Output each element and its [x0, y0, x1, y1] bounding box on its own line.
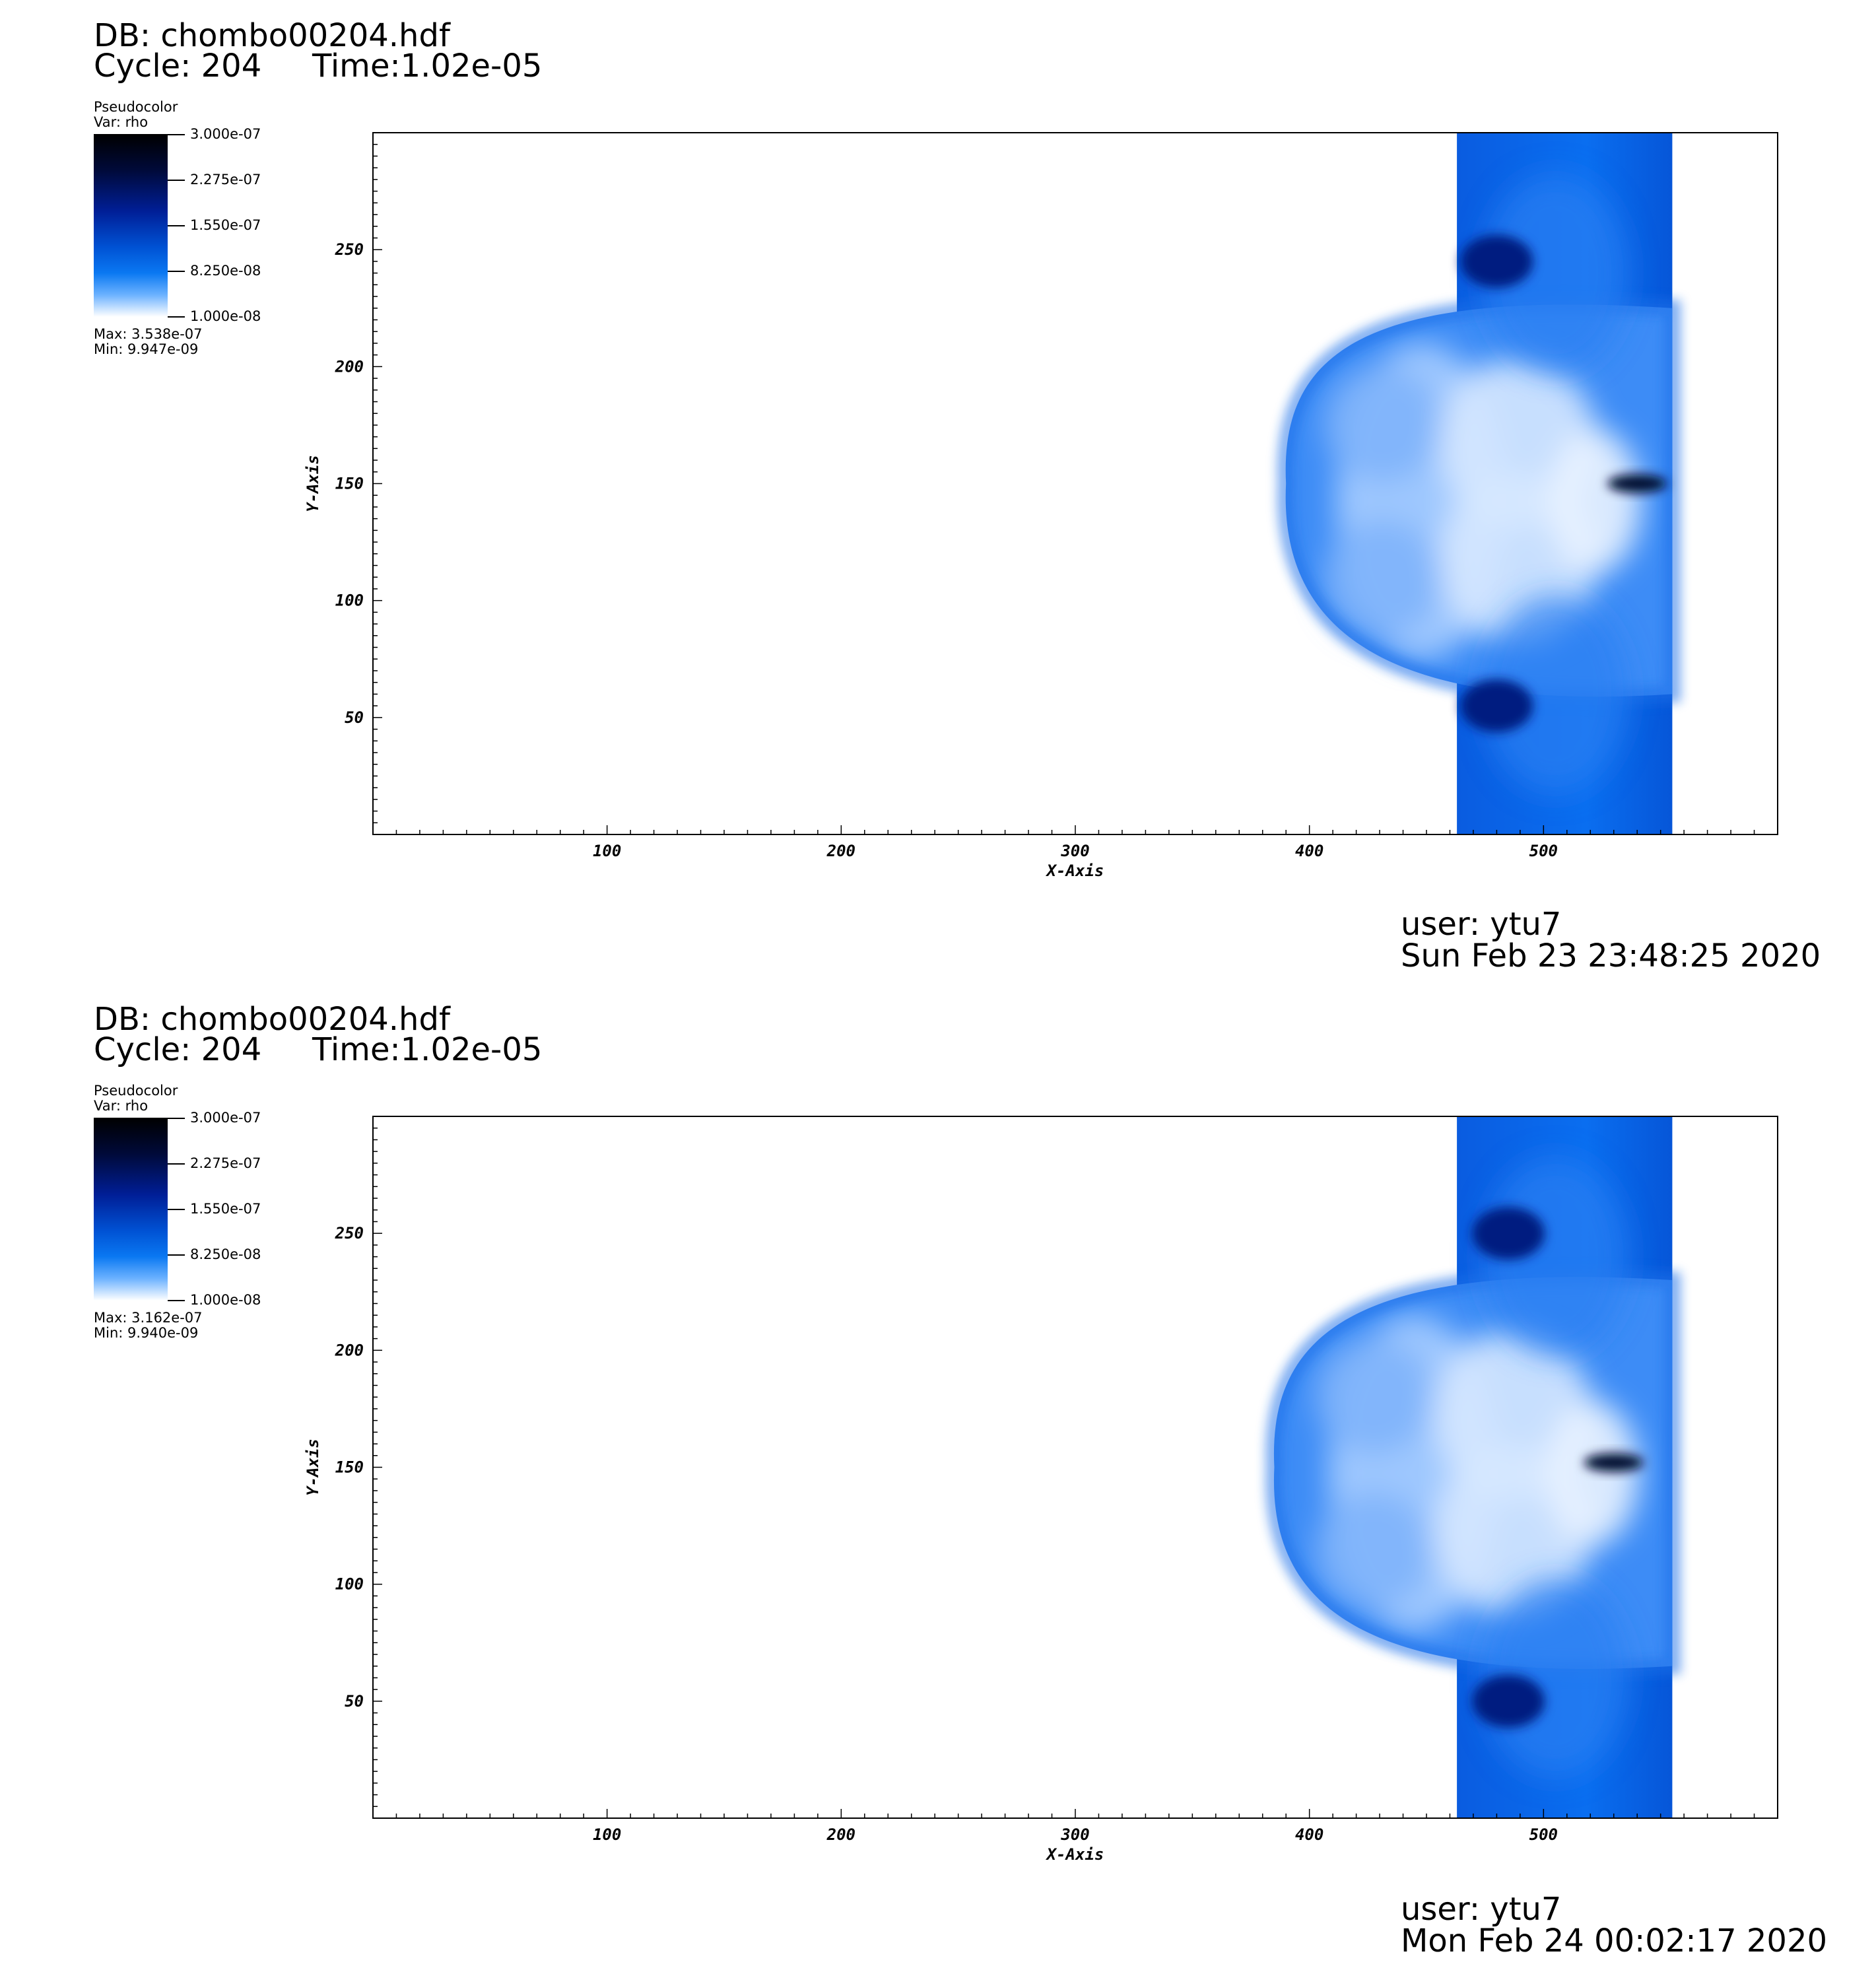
legend-tick-mark — [168, 134, 185, 135]
legend-colorbar — [94, 134, 168, 317]
legend-tick-label: 2.275e-07 — [190, 1155, 261, 1171]
y-tick-label: 200 — [335, 1341, 364, 1359]
slab-lobes — [1483, 174, 1628, 794]
y-tick-label: 50 — [345, 708, 364, 727]
legend-variable: Var: rho — [94, 114, 149, 130]
user-label: user: ytu7 — [1401, 1891, 1562, 1928]
bubble-interior — [1323, 343, 1642, 660]
slab-lobes — [1483, 1157, 1628, 1777]
dense-feature — [1460, 234, 1533, 288]
cycle-label: Cycle: 204 — [94, 1031, 262, 1068]
legend-max: Max: 3.162e-07 — [94, 1310, 203, 1326]
dense-feature — [1607, 474, 1667, 493]
legend-tick-label: 1.550e-07 — [190, 217, 261, 233]
legend-min: Min: 9.940e-09 — [94, 1325, 199, 1341]
legend-tick-mark — [168, 180, 185, 181]
legend-tick-label: 1.000e-08 — [190, 1292, 261, 1308]
dense-feature — [1472, 1207, 1545, 1260]
plot-panel-1: DB: chombo00204.hdf Cycle: 204 Time:1.02… — [0, 0, 1876, 984]
plot-panel-2: DB: chombo00204.hdf Cycle: 204 Time:1.02… — [0, 984, 1876, 1967]
y-axis-title: Y-Axis — [304, 455, 322, 512]
legend-tick-label: 8.250e-08 — [190, 263, 261, 279]
time-label: Time:1.02e-05 — [312, 1031, 543, 1068]
x-tick-label: 200 — [826, 842, 855, 860]
timestamp-label: Sun Feb 23 23:48:25 2020 — [1401, 937, 1821, 974]
legend-tick-label: 3.000e-07 — [190, 126, 261, 142]
x-tick-label: 100 — [593, 842, 621, 860]
y-tick-label: 50 — [345, 1692, 364, 1711]
dense-feature — [1472, 1674, 1545, 1728]
timestamp-label: Mon Feb 24 00:02:17 2020 — [1401, 1922, 1828, 1959]
legend-tick-label: 8.250e-08 — [190, 1246, 261, 1262]
y-tick-label: 250 — [335, 240, 364, 259]
dense-feature — [1460, 679, 1533, 733]
y-tick-label: 100 — [335, 592, 364, 610]
legend-tick-mark — [168, 1118, 185, 1119]
legend-tick-mark — [168, 316, 185, 318]
x-tick-label: 300 — [1060, 842, 1089, 860]
dense-feature — [1584, 1453, 1644, 1472]
y-tick-label: 150 — [335, 1458, 364, 1477]
database-label: DB: chombo00204.hdf — [94, 1001, 450, 1038]
legend-variable: Var: rho — [94, 1098, 149, 1114]
y-tick-label: 250 — [335, 1224, 364, 1242]
y-tick-label: 150 — [335, 475, 364, 493]
legend-title: Pseudocolor — [94, 99, 178, 115]
legend-tick-label: 1.550e-07 — [190, 1201, 261, 1217]
legend-tick-mark — [168, 1209, 185, 1210]
x-tick-label: 200 — [826, 1825, 855, 1844]
legend-max: Max: 3.538e-07 — [94, 326, 203, 342]
pseudocolor-plot: 100 200 300 400 500 50 100 150 200 250 X-Axis Y-Axi… — [304, 132, 1778, 880]
tick-marks — [373, 1127, 1755, 1818]
bubble-interior — [1314, 1314, 1639, 1632]
x-tick-label: 100 — [593, 1825, 621, 1844]
x-axis-title: X-Axis — [1046, 1845, 1104, 1864]
pseudocolor-plot: 100 200 300 400 500 50 100 150 200 250 X-Axis Y-Axi… — [304, 1116, 1778, 1864]
legend-tick-mark — [168, 225, 185, 226]
user-label: user: ytu7 — [1401, 906, 1562, 943]
legend-title: Pseudocolor — [94, 1083, 178, 1099]
database-label: DB: chombo00204.hdf — [94, 17, 450, 54]
x-tick-label: 500 — [1529, 842, 1558, 860]
cycle-label: Cycle: 204 — [94, 48, 262, 85]
y-tick-label: 200 — [335, 357, 364, 376]
x-tick-label: 300 — [1060, 1825, 1089, 1844]
time-label: Time:1.02e-05 — [312, 48, 543, 85]
density-field — [1265, 1116, 1681, 1818]
legend-tick-label: 2.275e-07 — [190, 172, 261, 187]
bubble-rim — [1277, 296, 1681, 706]
legend-tick-mark — [168, 1163, 185, 1165]
x-tick-label: 500 — [1529, 1825, 1558, 1844]
legend-tick-mark — [168, 1300, 185, 1301]
x-tick-label: 400 — [1295, 1825, 1323, 1844]
bubble-rim — [1265, 1268, 1681, 1678]
x-axis-title: X-Axis — [1046, 862, 1104, 880]
legend-colorbar — [94, 1118, 168, 1301]
density-field — [1277, 133, 1681, 834]
legend-tick-mark — [168, 1254, 185, 1256]
x-tick-label: 400 — [1295, 842, 1323, 860]
legend-min: Min: 9.947e-09 — [94, 341, 199, 357]
legend-tick-mark — [168, 271, 185, 272]
y-tick-label: 100 — [335, 1575, 364, 1594]
y-axis-title: Y-Axis — [304, 1439, 322, 1496]
legend-tick-label: 3.000e-07 — [190, 1110, 261, 1126]
legend-tick-label: 1.000e-08 — [190, 308, 261, 324]
tick-marks — [373, 143, 1755, 834]
